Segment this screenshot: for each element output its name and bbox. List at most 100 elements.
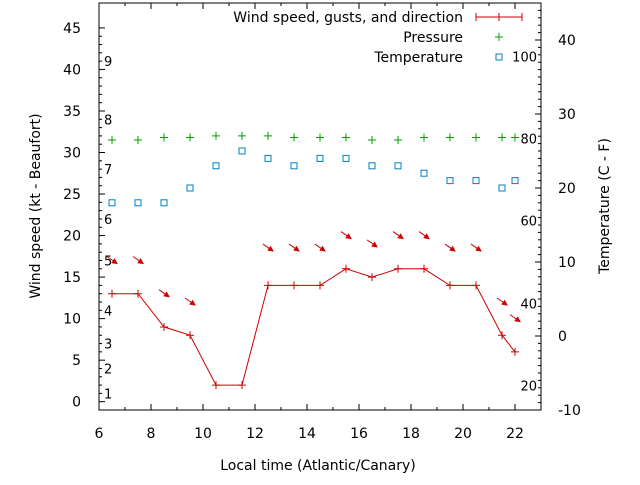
- wind-speed-point: [342, 264, 350, 273]
- legend-mark-temperature: [495, 53, 503, 61]
- wind-direction-arrow: [444, 243, 456, 252]
- wind-direction-arrow: [392, 231, 404, 240]
- scale-labels-layer: 1 2 3 4 5 6 7 8 9 20 40 60 80 100: [104, 50, 537, 402]
- x-tick-label: 12: [246, 426, 264, 442]
- wind-direction-arrow: [262, 243, 274, 252]
- fahrenheit-label: 60: [520, 215, 537, 230]
- beaufort-label: 3: [104, 338, 112, 353]
- temperature-point: [264, 154, 272, 162]
- temperature-point: [511, 177, 519, 185]
- legend-mark-pressure: [495, 33, 503, 41]
- wind-speed-point: [212, 381, 220, 390]
- wind-speed-point: [420, 264, 428, 273]
- x-tick-label: 22: [506, 426, 524, 442]
- pressure-point: [368, 136, 376, 145]
- legend-label-temperature: Temperature: [373, 50, 463, 66]
- wind-speed-point: [316, 281, 324, 290]
- x-tick-label: 16: [350, 426, 368, 442]
- temperature-point: [342, 154, 350, 162]
- legend-label-wind: Wind speed, gusts, and direction: [233, 10, 463, 26]
- y2-tick-label: 30: [558, 107, 576, 123]
- pressure-point: [264, 131, 272, 140]
- y-tick-label: 20: [63, 229, 81, 245]
- wind-speed-line: [112, 268, 516, 386]
- temperature-point: [108, 199, 116, 207]
- y2-tick-label: 20: [558, 181, 576, 197]
- wind-speed-point: [108, 289, 116, 298]
- pressure-point: [186, 133, 194, 142]
- legend-mark-wind-ends: [475, 13, 523, 21]
- pressure-point: [316, 133, 324, 142]
- wind-speed-point: [160, 322, 168, 331]
- temperature-point: [238, 147, 246, 155]
- x-tick-label: 18: [402, 426, 420, 442]
- beaufort-label: 7: [104, 163, 112, 178]
- y-tick-label: 45: [63, 21, 81, 37]
- fahrenheit-label: 80: [520, 132, 537, 147]
- temperature-point: [186, 184, 194, 192]
- wind-direction-arrow: [496, 297, 508, 306]
- beaufort-label: 8: [104, 113, 112, 128]
- y-tick-label: 35: [63, 104, 81, 120]
- wind-speed-point: [186, 331, 194, 340]
- pressure-point: [420, 133, 428, 142]
- wind-speed-point: [394, 264, 402, 273]
- wind-direction-arrow: [366, 239, 378, 248]
- temperature-point: [394, 162, 402, 170]
- y-axis-title: Wind speed (kt - Beaufort): [28, 113, 44, 298]
- temperature-point: [420, 169, 428, 177]
- ticks-layer: 6 8 10 12 14 16 18 20 22051015202530354045-10010…: [63, 2, 581, 442]
- temperature-point: [368, 162, 376, 170]
- temperature-point: [290, 162, 298, 170]
- wind-speed-point: [238, 381, 246, 390]
- pressure-point: [511, 133, 519, 142]
- fahrenheit-label: 100: [512, 50, 537, 65]
- wind-speed-point: [134, 289, 142, 298]
- y-tick-label: 25: [63, 187, 81, 203]
- wind-direction-arrow: [314, 243, 326, 252]
- y2-tick-label: 10: [558, 255, 576, 271]
- plot-frame: [98, 2, 542, 411]
- x-tick-label: 20: [454, 426, 472, 442]
- pressure-point: [446, 133, 454, 142]
- series-layer: [106, 131, 521, 390]
- y2-tick-label: -10: [558, 403, 581, 419]
- y2-axis-title: Temperature (C - F): [597, 138, 613, 275]
- temperature-point: [498, 184, 506, 192]
- wind-speed-point: [446, 281, 454, 290]
- x-axis-title: Local time (Atlantic/Canary): [220, 458, 416, 474]
- beaufort-label: 1: [104, 387, 112, 402]
- y-tick-label: 10: [63, 312, 81, 328]
- wind-direction-arrow: [184, 297, 196, 306]
- wind-speed-point: [498, 331, 506, 340]
- pressure-point: [134, 136, 142, 145]
- y-tick-label: 0: [72, 395, 81, 411]
- wind-direction-arrow: [418, 231, 430, 240]
- pressure-point: [472, 133, 480, 142]
- fahrenheit-label: 20: [520, 380, 537, 395]
- beaufort-label: 6: [104, 213, 112, 228]
- x-tick-label: 10: [194, 426, 212, 442]
- wind-direction-arrow: [470, 243, 482, 252]
- pressure-point: [290, 133, 298, 142]
- x-tick-label: 14: [298, 426, 316, 442]
- wind-speed-point: [511, 347, 519, 356]
- beaufort-label: 5: [104, 254, 112, 269]
- legend-label-pressure: Pressure: [403, 30, 463, 46]
- wind-direction-arrow: [158, 289, 170, 298]
- y2-tick-label: 0: [558, 329, 567, 345]
- wind-speed-point: [264, 281, 272, 290]
- y2-tick-label: 40: [558, 33, 576, 49]
- y-tick-label: 15: [63, 270, 81, 286]
- wind-direction-arrow: [288, 243, 300, 252]
- temperature-point: [212, 162, 220, 170]
- wind-direction-arrow: [132, 256, 144, 265]
- wind-speed-point: [472, 281, 480, 290]
- x-tick-label: 8: [147, 426, 156, 442]
- wind-speed-point: [290, 281, 298, 290]
- temperature-point: [316, 154, 324, 162]
- wind-direction-arrow: [340, 231, 352, 240]
- wind-speed-point: [368, 273, 376, 282]
